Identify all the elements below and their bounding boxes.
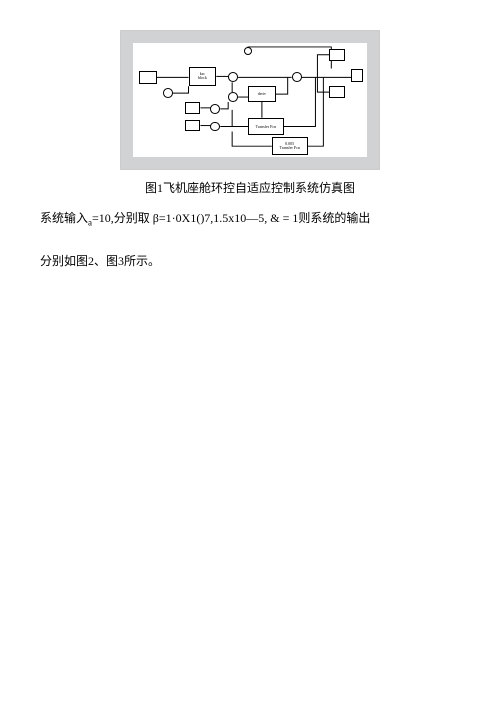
- paragraph-2: 分别如图2、图3所示。: [40, 249, 460, 273]
- diagram-block-tf1: Transfer Fcn: [248, 118, 284, 136]
- diagram-block-clock: [163, 88, 173, 98]
- diagram-block-const3: [185, 120, 201, 132]
- diagram-block-prod: [228, 92, 238, 102]
- p1-mid: =10,分别取 β=1·0X1()7,1.5x10―5, & = 1则系统的输出: [92, 211, 370, 225]
- diagram-block-tf2: 0.005Transfer Fcn: [272, 137, 308, 155]
- figure-caption: 图1飞机座舱环控自适应控制系统仿真图: [40, 178, 460, 200]
- diagram-block-const2: [185, 102, 201, 114]
- diagram-block-out2: [329, 86, 345, 98]
- diagram-block-ksc: kscblock: [189, 67, 217, 87]
- simulink-diagram: kscblock deriv Transfer Fcn0.005Transfer F…: [120, 30, 380, 170]
- diagram-block-const1: [139, 71, 157, 85]
- diagram-block-sum2: [292, 72, 302, 82]
- diagram-block-toppt: [244, 47, 252, 55]
- diagram-block-out1: [329, 49, 345, 61]
- paragraph-1: 系统输入a=10,分别取 β=1·0X1()7,1.5x10―5, & = 1则…: [40, 206, 460, 231]
- diagram-block-scope: [351, 69, 363, 83]
- p1-prefix: 系统输入: [40, 211, 88, 225]
- diagram-block-deriv: deriv: [248, 86, 276, 102]
- diagram-block-sumA: [210, 104, 220, 114]
